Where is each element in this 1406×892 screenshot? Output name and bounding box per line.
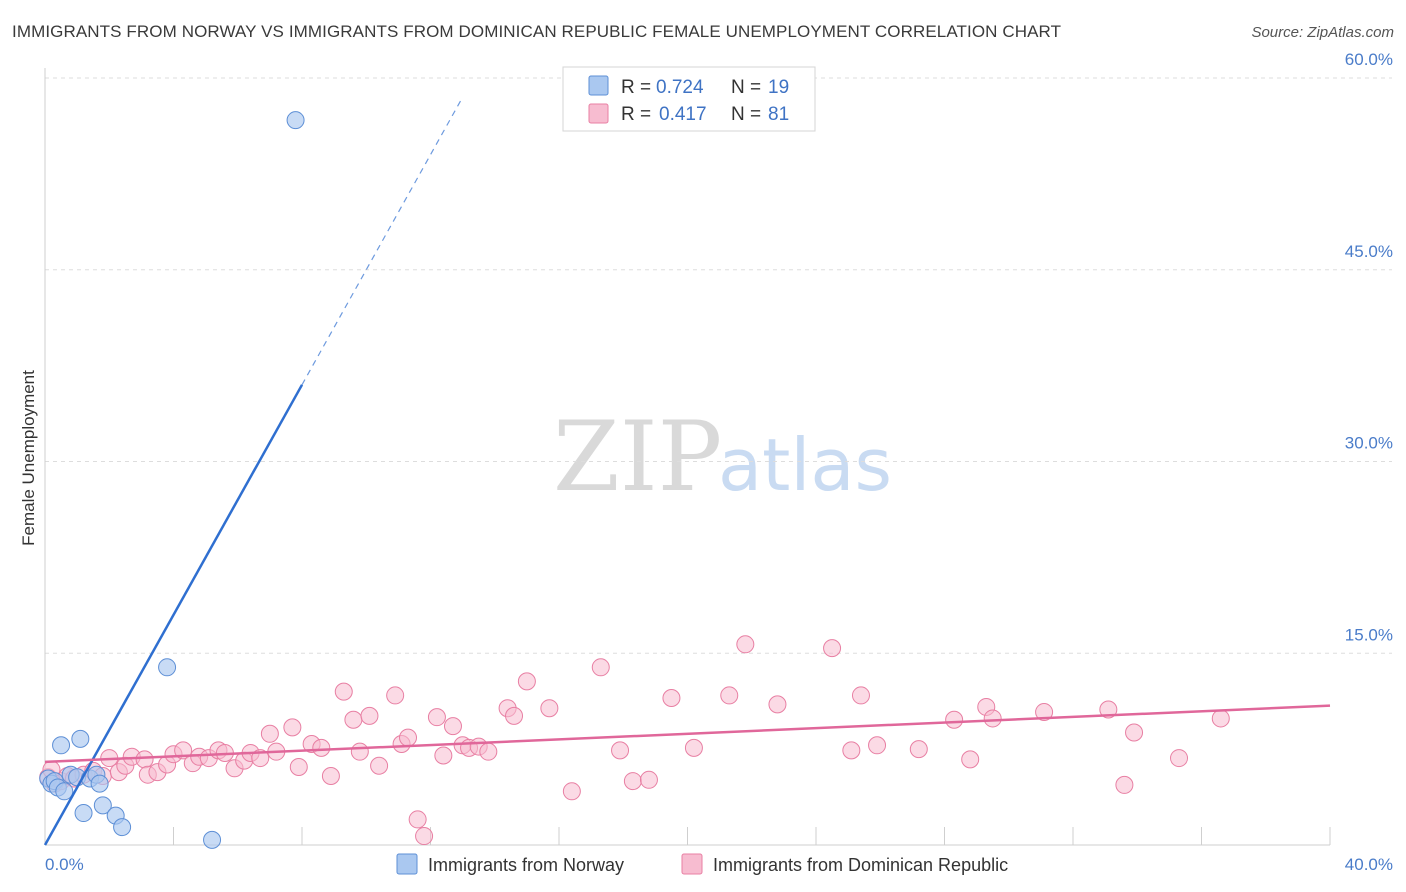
dr-point — [842, 741, 861, 760]
dr-point — [909, 740, 928, 759]
dr-point — [1125, 723, 1144, 742]
chart-title: IMMIGRANTS FROM NORWAY VS IMMIGRANTS FRO… — [12, 22, 1062, 41]
legend-r-label-dr: R = — [621, 104, 651, 125]
dr-point — [961, 750, 980, 769]
y-tick-labels: 15.0% 30.0% 45.0% 60.0% — [1345, 50, 1393, 644]
legend-swatch-norway — [588, 75, 609, 96]
series-legend: Immigrants from Norway Immigrants from D… — [396, 853, 1008, 875]
y-tick-label-0: 15.0% — [1345, 625, 1393, 644]
dr-point — [868, 736, 887, 755]
legend-n-label-dr: N = — [731, 104, 761, 125]
dr-point — [823, 639, 842, 658]
correlation-legend: R = 0.724 N = 19 R = 0.417 N = 81 — [562, 66, 816, 132]
dr-series-points — [39, 635, 1230, 846]
bottom-legend-swatch-norway — [396, 853, 418, 875]
norway-trend-line-extension — [301, 96, 464, 386]
bottom-legend-swatch-dr — [681, 853, 703, 875]
grid-lines — [45, 77, 1392, 654]
dr-point — [408, 810, 427, 829]
y-axis-label: Female Unemployment — [19, 370, 38, 546]
dr-point — [505, 706, 524, 725]
dr-point — [434, 746, 453, 765]
norway-point — [158, 658, 177, 677]
dr-point — [283, 718, 302, 737]
watermark-atlas: atlas — [718, 423, 892, 507]
norway-point — [93, 796, 112, 815]
dr-point — [415, 827, 434, 846]
dr-point — [945, 710, 964, 729]
dr-trend-line — [44, 704, 1331, 764]
source-label: Source: ZipAtlas.com — [1251, 24, 1394, 41]
x-tick-labels: 0.0% 40.0% — [45, 855, 1393, 874]
dr-point — [260, 724, 279, 743]
dr-point — [479, 742, 498, 761]
x-tick-label-1: 40.0% — [1345, 855, 1393, 874]
trend-lines — [43, 96, 1331, 846]
dr-point — [1115, 775, 1134, 794]
norway-point — [71, 729, 90, 748]
dr-point — [591, 658, 610, 677]
watermark-zip: ZIP — [553, 401, 722, 513]
dr-point — [1211, 709, 1230, 728]
dr-point — [851, 686, 870, 705]
dr-point — [611, 741, 630, 760]
legend-swatch-dr — [588, 103, 609, 124]
bottom-legend-label-dr: Immigrants from Dominican Republic — [713, 855, 1008, 875]
dr-point — [768, 695, 787, 714]
dr-point — [662, 688, 681, 707]
dr-point — [360, 706, 379, 725]
dr-point — [427, 708, 446, 727]
dr-point — [1035, 703, 1054, 722]
x-tick-label-0: 0.0% — [45, 855, 84, 874]
norway-point — [55, 782, 74, 801]
legend-r-value-norway: 0.724 — [656, 77, 704, 98]
dr-point — [983, 709, 1002, 728]
dr-point — [639, 770, 658, 789]
dr-point — [334, 682, 353, 701]
dr-point — [386, 686, 405, 705]
legend-n-value-dr: 81 — [768, 104, 789, 125]
norway-point — [286, 111, 305, 130]
dr-point — [312, 738, 331, 757]
dr-point — [321, 766, 340, 785]
y-tick-label-3: 60.0% — [1345, 50, 1393, 69]
norway-point — [113, 818, 132, 837]
norway-point — [52, 736, 71, 755]
legend-n-value-norway: 19 — [768, 77, 789, 98]
y-tick-label-1: 30.0% — [1345, 434, 1393, 453]
dr-point — [562, 782, 581, 801]
dr-point — [399, 728, 418, 747]
legend-n-label-norway: N = — [731, 77, 761, 98]
dr-point — [350, 742, 369, 761]
dr-point — [684, 738, 703, 757]
dr-point — [540, 699, 559, 718]
norway-point — [90, 774, 109, 793]
dr-point — [623, 772, 642, 791]
dr-point — [344, 710, 363, 729]
dr-point — [289, 758, 308, 777]
bottom-legend-label-norway: Immigrants from Norway — [428, 855, 624, 875]
dr-point — [720, 686, 739, 705]
dr-point — [517, 672, 536, 691]
legend-r-value-dr: 0.417 — [659, 104, 707, 125]
dr-point — [1099, 700, 1118, 719]
y-tick-label-2: 45.0% — [1345, 242, 1393, 261]
dr-point — [443, 717, 462, 736]
norway-trend-line — [43, 384, 304, 846]
norway-series-points — [39, 111, 305, 849]
dr-point — [370, 756, 389, 775]
dr-point — [1170, 749, 1189, 768]
legend-r-label-norway: R = — [621, 77, 651, 98]
dr-point — [135, 750, 154, 769]
norway-point — [203, 830, 222, 849]
dr-point — [736, 635, 755, 654]
norway-point — [74, 804, 93, 823]
